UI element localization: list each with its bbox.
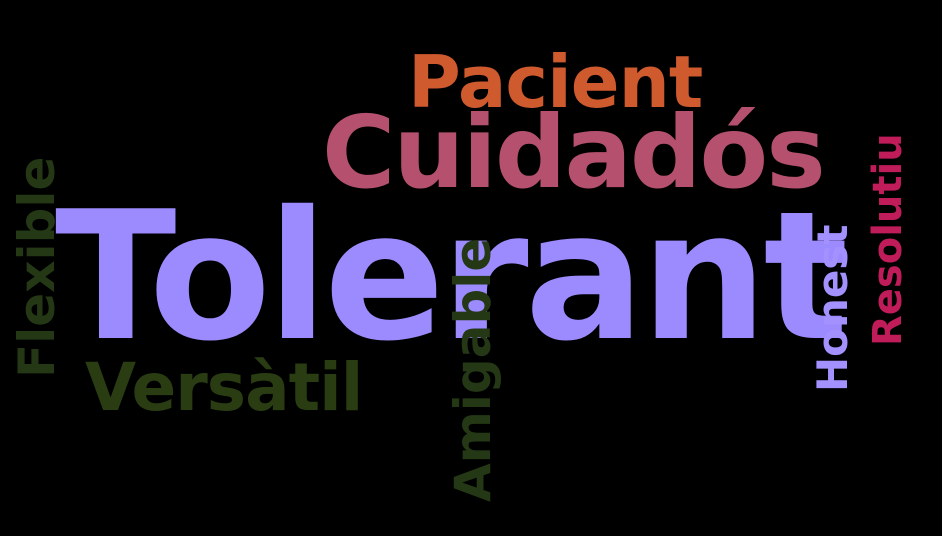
word-amigable: Amigable (444, 237, 502, 502)
word-pacient: Pacient (408, 40, 703, 124)
word-honest: Honest (808, 224, 857, 392)
word-flexible: Flexible (8, 156, 66, 378)
word-tolerant: Tolerant (55, 173, 849, 380)
word-cuidados: Cuidadós (322, 94, 826, 211)
word-resolutiu: Resolutiu (865, 133, 911, 346)
word-versatil: Versàtil (85, 349, 363, 426)
